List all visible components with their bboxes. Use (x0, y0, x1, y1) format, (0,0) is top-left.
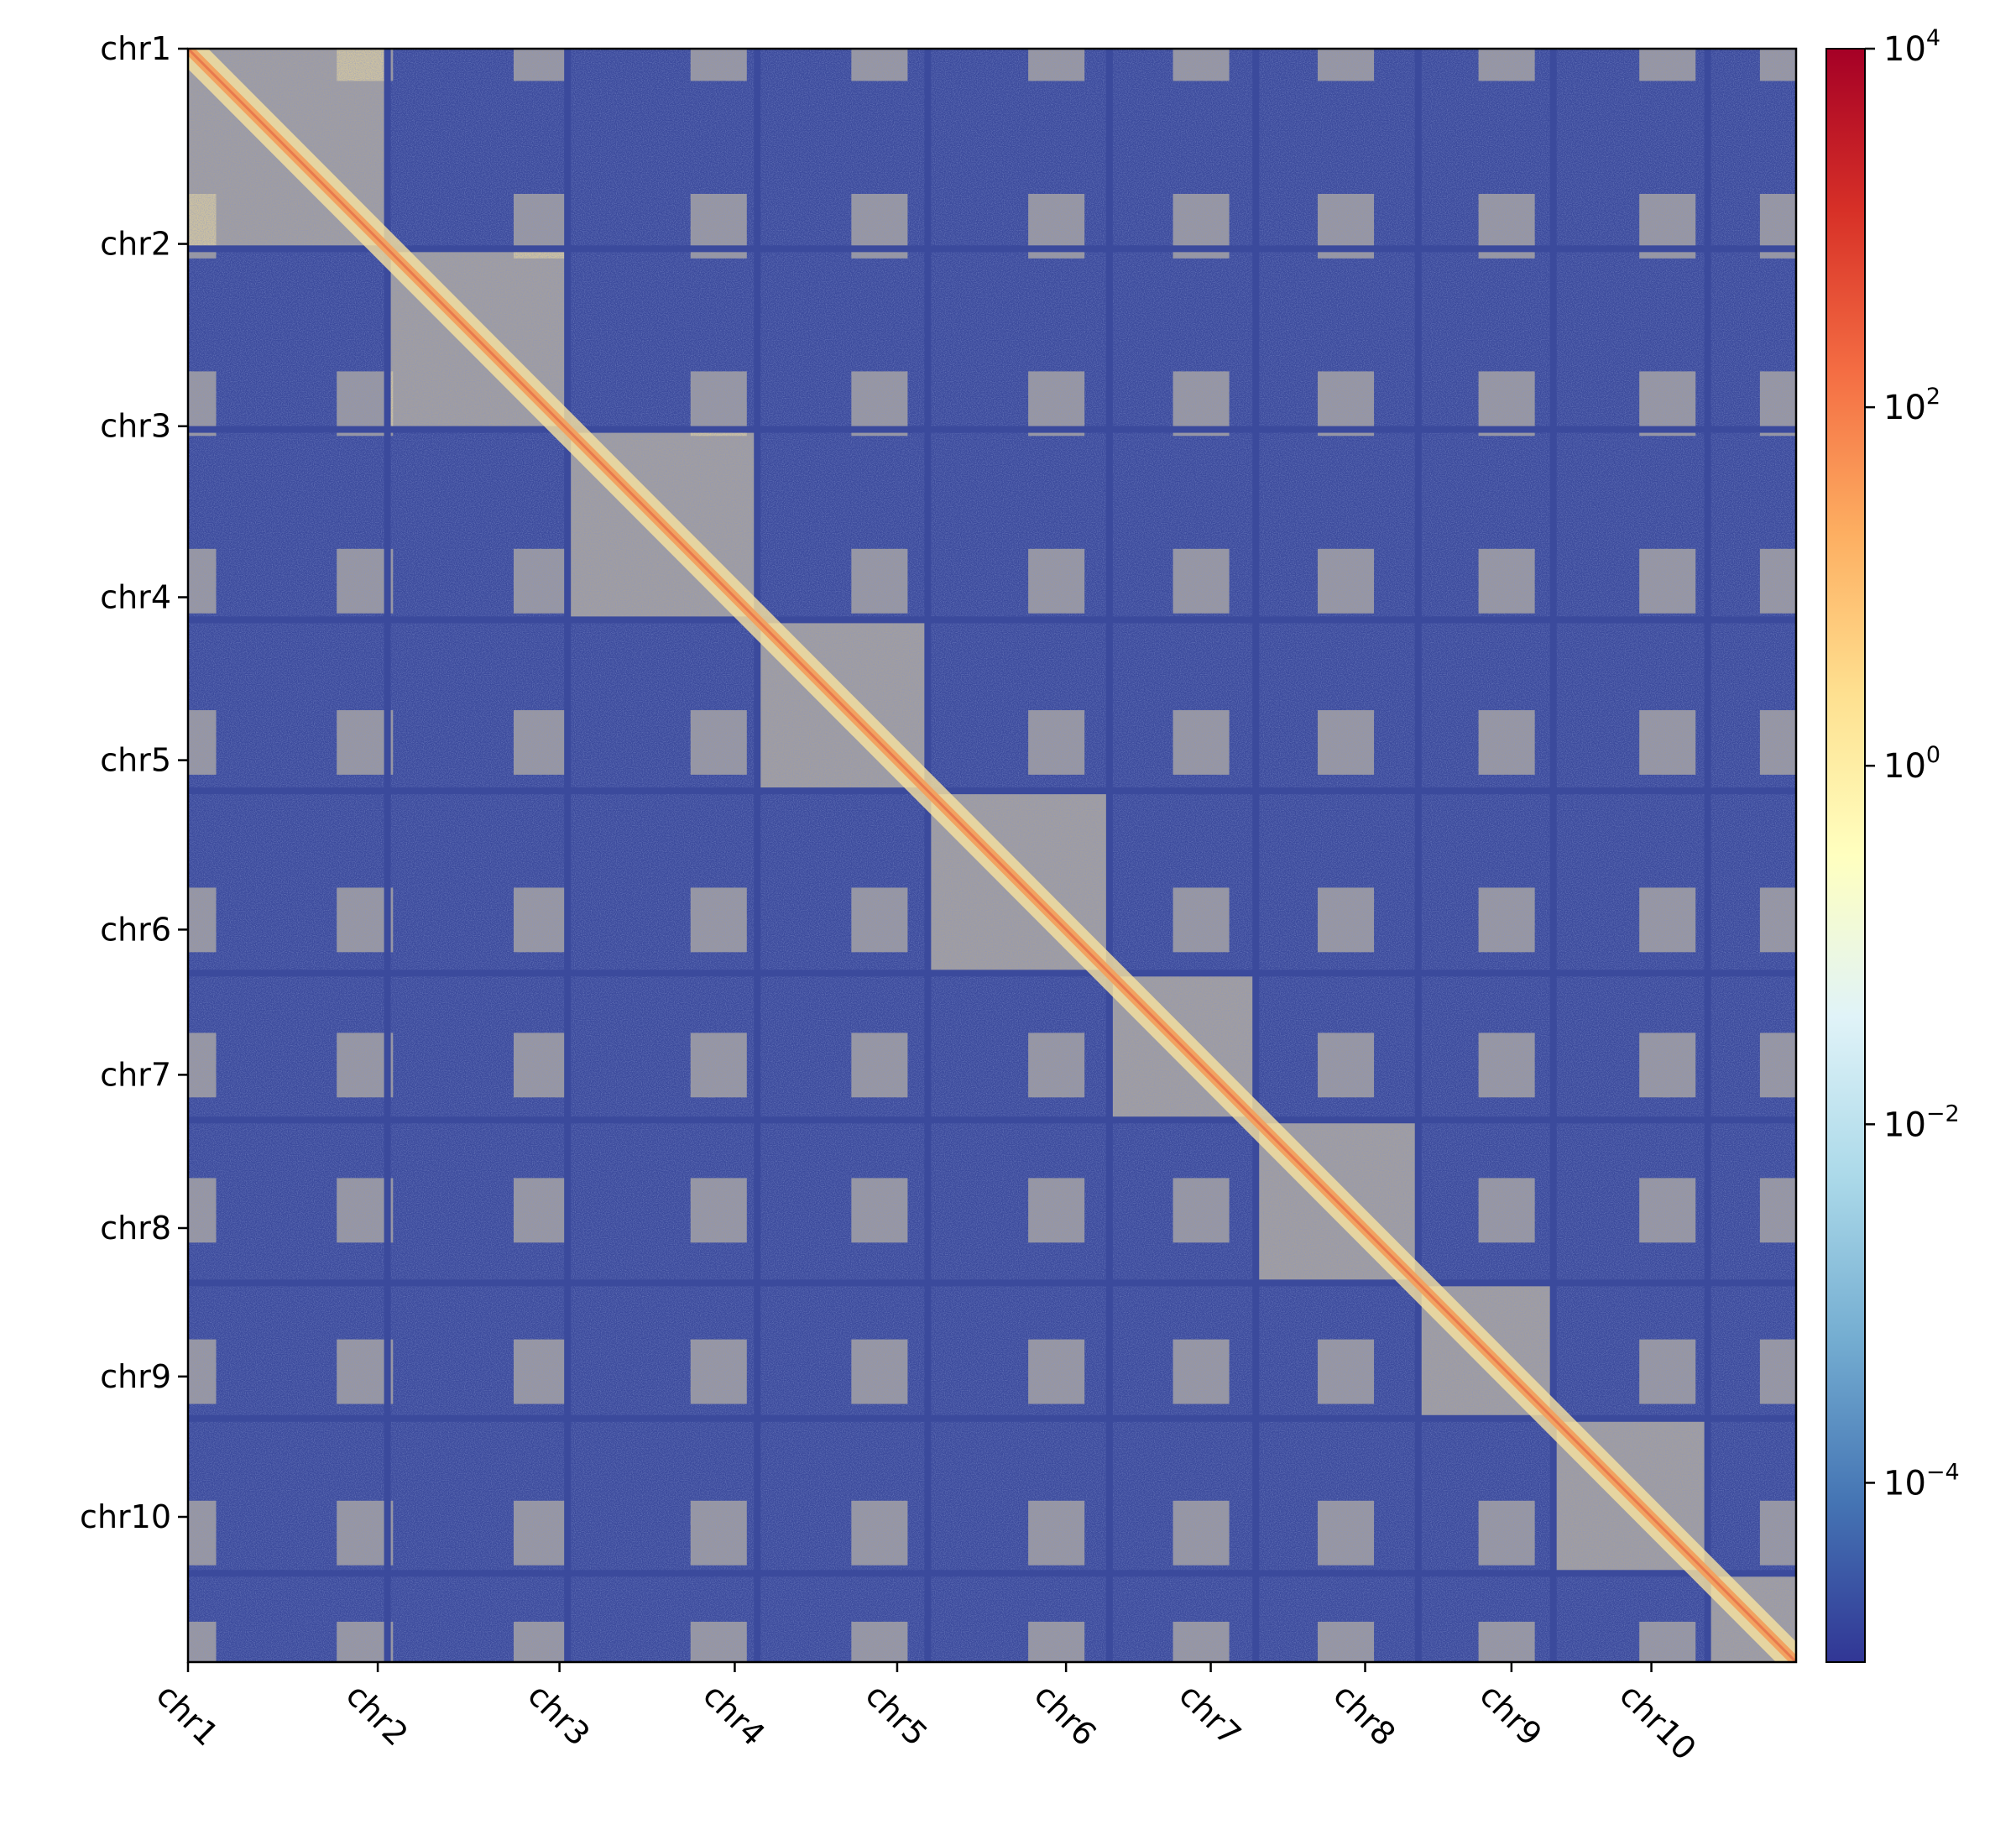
colorbar-gradient (1826, 49, 1865, 1662)
gap-line-vertical (564, 49, 572, 1662)
gap-line-horizontal (188, 1414, 1796, 1422)
y-tick-label: chr6 (100, 911, 171, 948)
y-tick-label: chr2 (100, 226, 171, 263)
x-tick-label: chr7 (1172, 1676, 1248, 1753)
x-tick-label: chr10 (1612, 1676, 1703, 1767)
y-tick-label: chr3 (100, 408, 171, 445)
y-tick-label: chr8 (100, 1210, 171, 1247)
colorbar-tick-label: 10−2 (1883, 1100, 1960, 1144)
diagonal-core (188, 49, 1796, 1662)
y-axis-ticks: chr1 chr2 chr3 chr4 chr5 chr6 chr7 chr8 chr9 chr1… (80, 30, 188, 1535)
y-tick-label: chr7 (100, 1056, 171, 1093)
contact-heatmap (188, 49, 1796, 1662)
x-tick-label: chr8 (1326, 1676, 1402, 1753)
gap-line-horizontal (188, 616, 1796, 624)
colorbar-tick-label: 104 (1883, 25, 1940, 69)
x-tick-label: chr6 (1027, 1676, 1104, 1753)
colorbar-ticks: 104 102 100 10−2 10−4 (1865, 25, 1960, 1503)
diagonal-band (188, 49, 1796, 1662)
y-tick-label: chr10 (80, 1498, 171, 1535)
gap-line-vertical (1704, 49, 1711, 1662)
colorbar-tick-label: 102 (1883, 384, 1940, 427)
gap-line-vertical (924, 49, 932, 1662)
colorbar-tick-label: 100 (1883, 742, 1940, 786)
gap-line-horizontal (188, 426, 1796, 433)
y-tick-label: chr1 (100, 30, 171, 67)
colorbar: 104 102 100 10−2 10−4 (1825, 25, 1960, 1663)
gap-line-vertical (1549, 49, 1557, 1662)
gap-line-vertical (384, 49, 391, 1662)
y-tick-label: chr4 (100, 578, 171, 615)
y-tick-label: chr5 (100, 742, 171, 779)
gap-line-vertical (1252, 49, 1260, 1662)
gap-line-vertical (1414, 49, 1422, 1662)
x-tick-label: chr2 (339, 1676, 415, 1753)
gap-line-vertical (754, 49, 761, 1662)
gap-line-horizontal (188, 1279, 1796, 1287)
gap-line-horizontal (188, 1116, 1796, 1124)
y-tick-label: chr9 (100, 1358, 171, 1395)
x-tick-label: chr5 (859, 1676, 935, 1753)
x-tick-label: chr1 (149, 1676, 226, 1753)
x-tick-label: chr9 (1473, 1676, 1549, 1753)
gap-line-horizontal (188, 245, 1796, 253)
x-axis-ticks: chr1 chr2 chr3 chr4 chr5 chr6 chr7 chr8 chr9 chr1… (149, 1662, 1703, 1767)
gap-line-horizontal (188, 1570, 1796, 1577)
x-tick-label: chr4 (696, 1676, 772, 1753)
colorbar-frame (1825, 48, 1866, 1663)
chromosome-gap-lines (188, 49, 1796, 1662)
colorbar-tick-label: 10−4 (1883, 1459, 1960, 1503)
gap-line-horizontal (188, 787, 1796, 795)
gap-line-horizontal (188, 970, 1796, 977)
heatmap-frame (186, 47, 1798, 1664)
gap-line-vertical (1105, 49, 1113, 1662)
x-tick-label: chr3 (520, 1676, 597, 1753)
